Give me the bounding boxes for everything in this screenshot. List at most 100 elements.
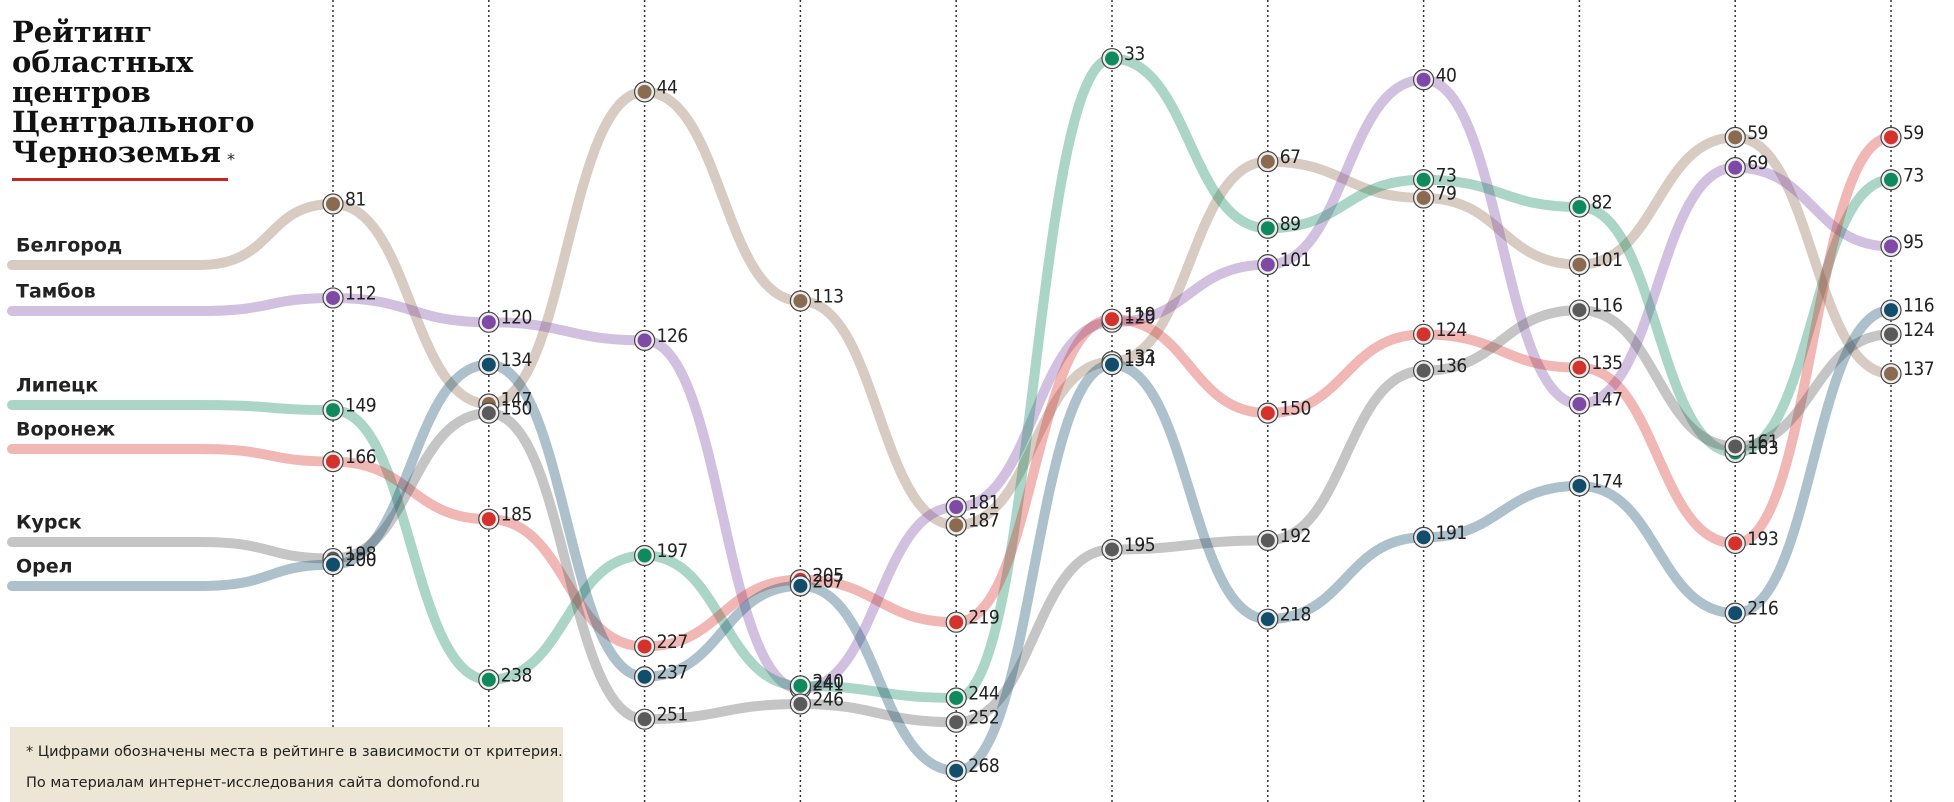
value-label: 166 xyxy=(345,446,376,468)
rank-dot-core xyxy=(637,548,652,563)
rank-dot-core xyxy=(1572,360,1587,375)
rank-dot-core xyxy=(793,678,808,693)
rank-dot-core xyxy=(481,357,496,372)
rank-dot-core xyxy=(1572,303,1587,318)
value-label: 197 xyxy=(657,540,688,562)
value-label: 149 xyxy=(345,395,376,417)
rank-dot-core xyxy=(481,315,496,330)
rank-dot-core xyxy=(1105,357,1119,372)
value-label: 237 xyxy=(657,661,688,683)
rank-dot-core xyxy=(793,293,808,308)
value-label: 135 xyxy=(1591,352,1622,374)
rank-dot-core xyxy=(949,763,964,778)
rank-dot-core xyxy=(1260,257,1275,272)
chart-title: Центрального xyxy=(12,105,255,139)
chart-title: областных xyxy=(12,45,194,79)
value-label: 227 xyxy=(657,631,688,653)
rank-dot-core xyxy=(793,578,808,593)
lead-in xyxy=(7,292,338,316)
value-label: 134 xyxy=(501,349,532,371)
series-name: Курск xyxy=(16,512,82,534)
footnote-text: По материалам интернет-исследования сайт… xyxy=(26,775,480,791)
rank-dot-core xyxy=(1260,221,1275,236)
dots xyxy=(322,47,1902,782)
rank-dot-core xyxy=(326,197,340,212)
rank-dot-core xyxy=(1572,397,1587,412)
value-label: 73 xyxy=(1903,164,1924,186)
value-label: 137 xyxy=(1903,358,1934,380)
value-label: 174 xyxy=(1591,470,1622,492)
rank-dot-core xyxy=(637,712,652,727)
rank-dot-core xyxy=(1416,172,1431,187)
value-label: 147 xyxy=(501,389,532,411)
value-label: 120 xyxy=(501,307,532,329)
value-label: 73 xyxy=(1436,164,1457,186)
value-label: 33 xyxy=(1124,43,1145,65)
title-block: РейтингобластныхцентровЦентральногоЧерно… xyxy=(12,15,255,181)
value-label: 112 xyxy=(345,282,376,304)
value-label: 136 xyxy=(1436,355,1467,377)
value-label: 116 xyxy=(1903,295,1934,317)
value-label: 219 xyxy=(968,607,999,629)
value-label: 79 xyxy=(1436,182,1457,204)
lead-in xyxy=(7,400,338,416)
rank-dot-core xyxy=(1416,363,1431,378)
series-name: Воронеж xyxy=(16,419,115,441)
value-label: 44 xyxy=(657,76,678,98)
rank-dot-core xyxy=(1728,439,1743,454)
value-label: 163 xyxy=(1747,437,1778,459)
rank-dot-core xyxy=(1884,172,1898,187)
value-label: 191 xyxy=(1436,522,1467,544)
series-name: Орел xyxy=(16,556,73,578)
rank-dot-core xyxy=(1572,257,1587,272)
rank-dot-core xyxy=(793,697,808,712)
value-label: 187 xyxy=(968,510,999,532)
series-line xyxy=(328,86,1896,531)
value-label: 218 xyxy=(1280,604,1311,626)
value-label: 252 xyxy=(968,707,999,729)
series-name: Тамбов xyxy=(16,281,96,303)
columns xyxy=(332,0,1892,802)
value-label: 40 xyxy=(1436,64,1457,86)
rank-dot-core xyxy=(1728,130,1743,145)
chart-title: центров xyxy=(12,75,151,109)
value-label: 251 xyxy=(657,704,688,726)
rank-dot-core xyxy=(1105,312,1119,327)
series-name: Липецк xyxy=(16,375,98,397)
value-label: 193 xyxy=(1747,528,1778,550)
value-label: 240 xyxy=(812,670,843,692)
lead-in xyxy=(7,559,338,591)
rank-dot-core xyxy=(1884,327,1898,342)
footnote: * Цифрами обозначены места в рейтинге в … xyxy=(26,744,563,791)
value-label: 134 xyxy=(1124,349,1155,371)
lines xyxy=(7,53,1896,776)
series-line xyxy=(328,132,1896,652)
value-label: 150 xyxy=(501,398,532,420)
value-label: 59 xyxy=(1903,122,1924,144)
value-label: 216 xyxy=(1747,598,1778,620)
value-label: 101 xyxy=(1280,249,1311,271)
rank-dot-core xyxy=(326,557,340,572)
value-label: 181 xyxy=(968,492,999,514)
title-mark: * xyxy=(227,150,235,169)
value-label: 81 xyxy=(345,189,366,211)
value-label: 124 xyxy=(1903,319,1934,341)
chart-title: Рейтинг xyxy=(12,15,152,49)
footnote-box xyxy=(10,727,563,802)
rank-dot-core xyxy=(1728,536,1743,551)
value-label: 113 xyxy=(812,285,843,307)
title-underline xyxy=(12,178,228,181)
value-label: 67 xyxy=(1280,146,1301,168)
value-label: 133 xyxy=(1124,346,1155,368)
value-label: 82 xyxy=(1591,192,1612,214)
value-label: 195 xyxy=(1124,534,1155,556)
rank-dot-core xyxy=(637,84,652,99)
rank-dot-core xyxy=(949,500,964,515)
rank-dot-core xyxy=(1728,160,1743,175)
value-label: 200 xyxy=(345,549,376,571)
rank-dot-core xyxy=(1260,612,1275,627)
rank-dot-core xyxy=(637,639,652,654)
rank-dot-core xyxy=(1884,130,1898,145)
value-label: 89 xyxy=(1280,213,1301,235)
